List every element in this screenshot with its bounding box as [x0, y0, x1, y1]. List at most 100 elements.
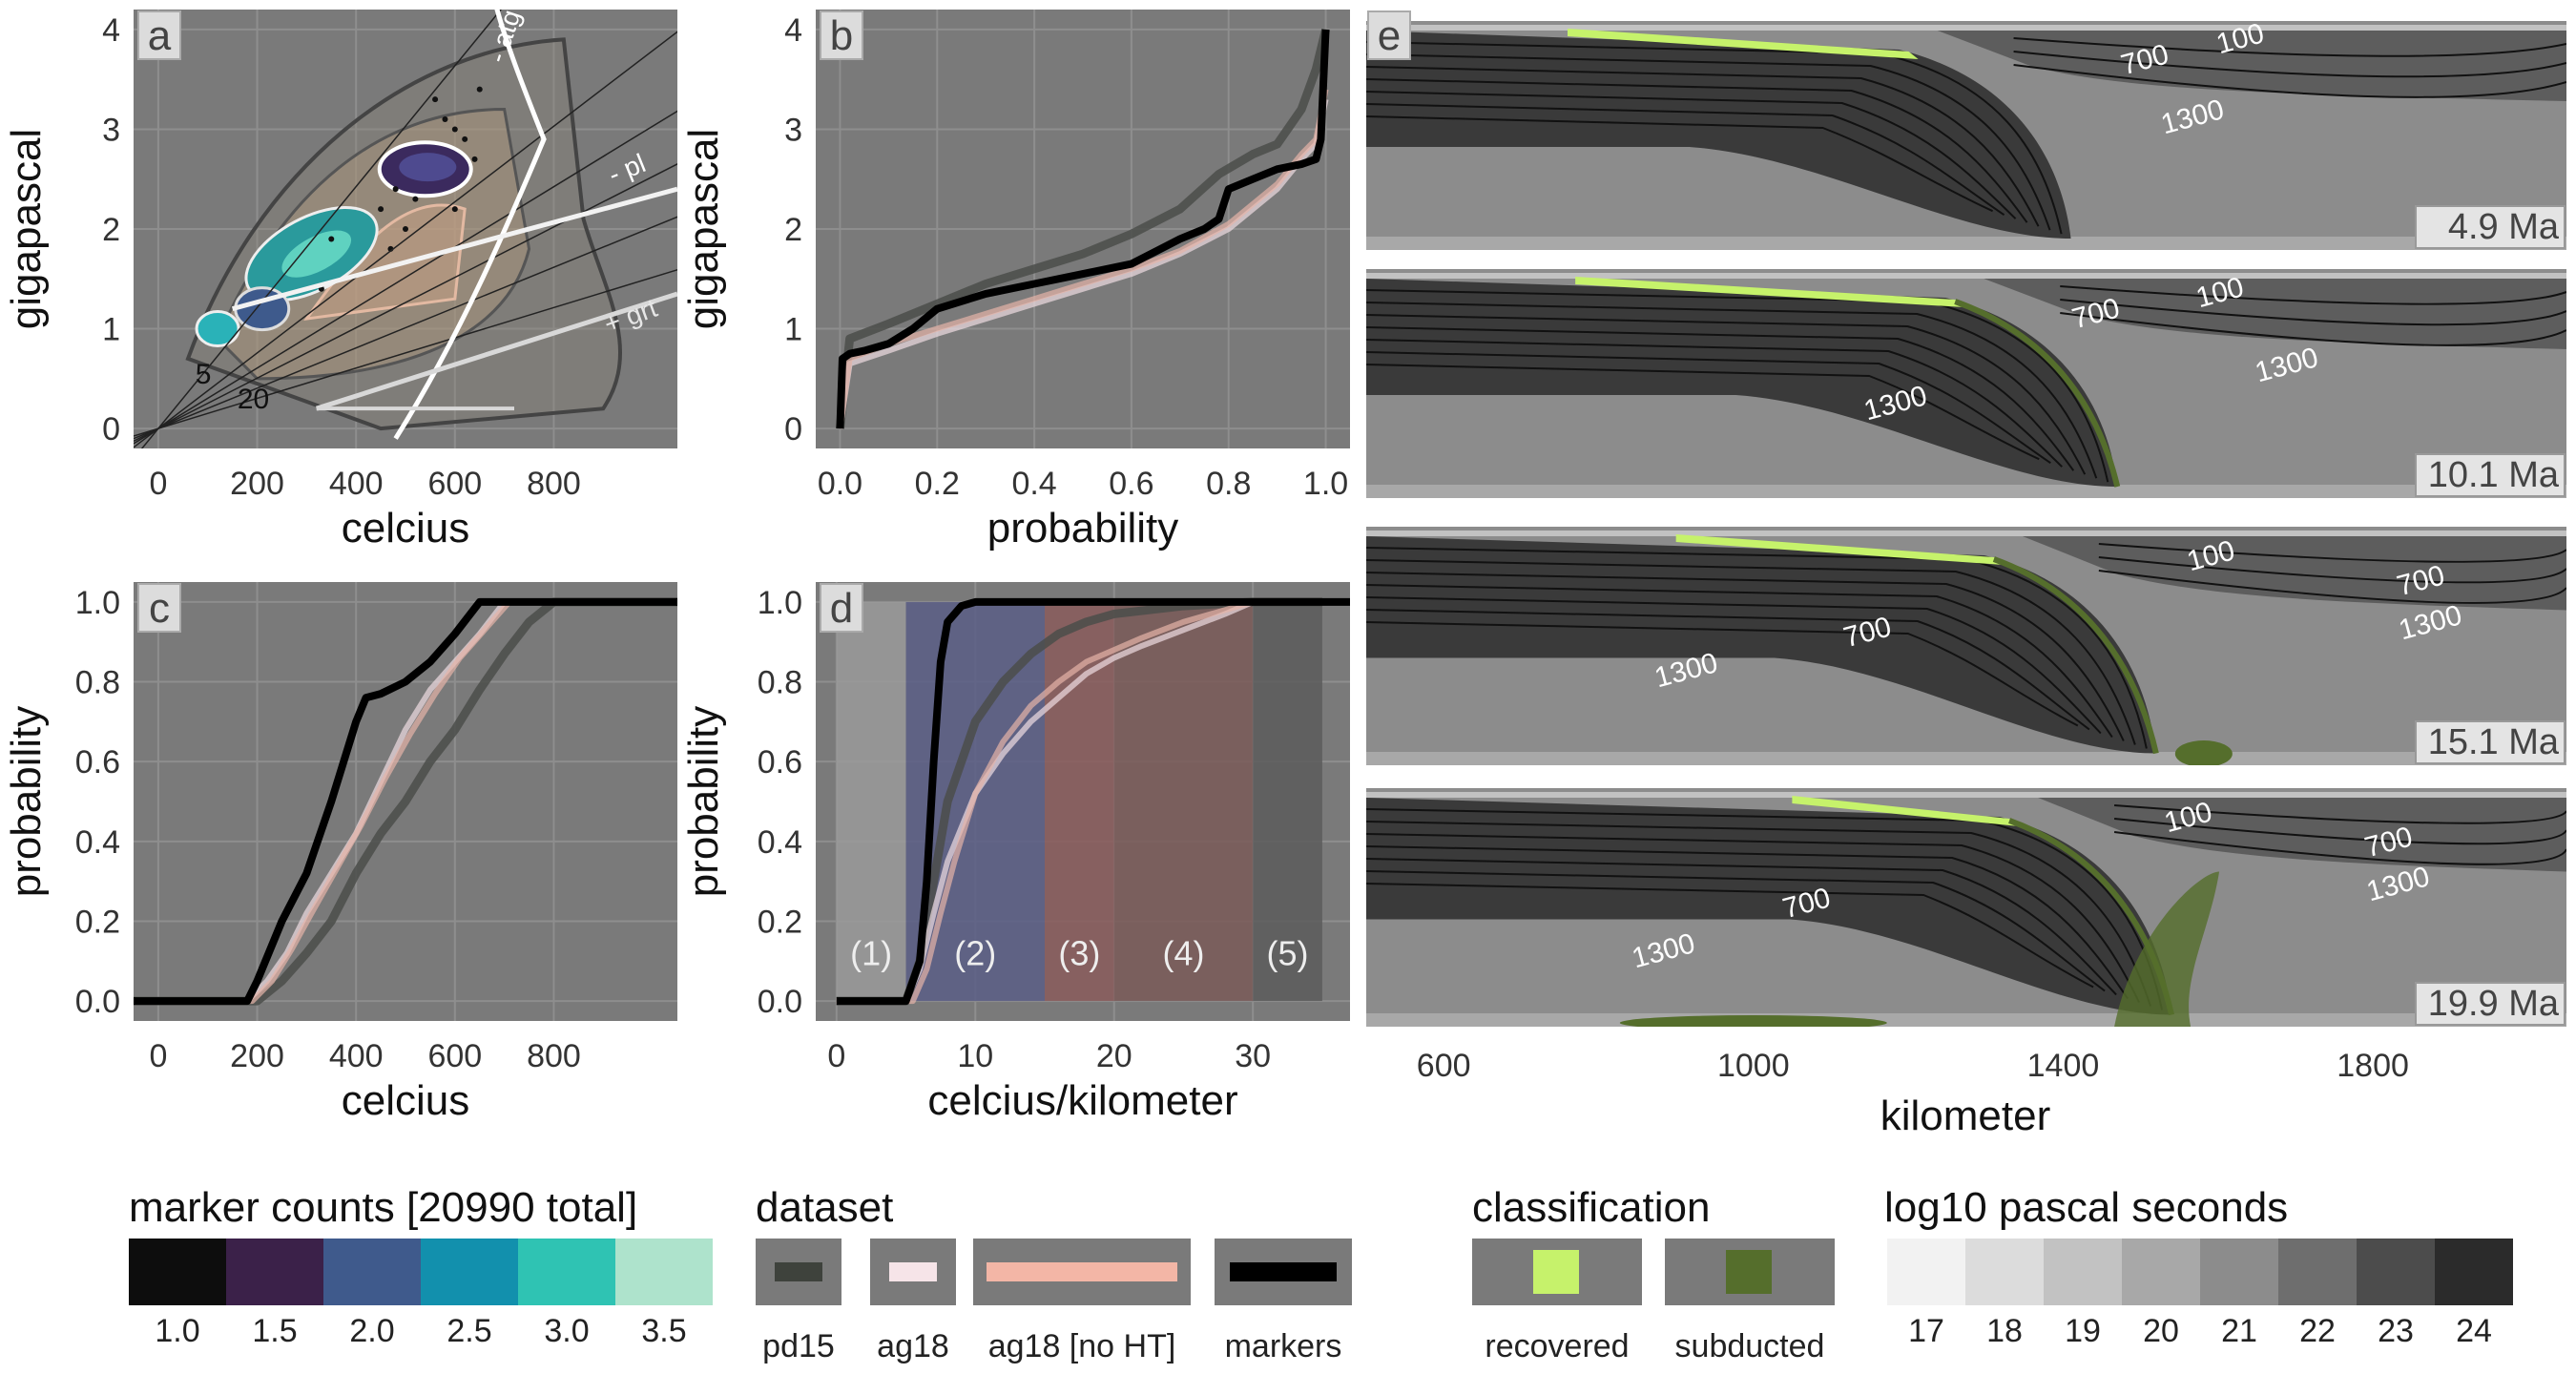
density-contour-inner — [303, 203, 467, 322]
geotherm-line — [134, 216, 677, 440]
series-line-markers — [134, 597, 677, 1006]
isotherm-line — [1366, 326, 2075, 471]
overriding-isotherm — [2113, 831, 2566, 865]
marker-dot — [471, 156, 478, 162]
time-label: 4.9 Ma — [2448, 207, 2560, 247]
panel-letter: d — [820, 583, 863, 633]
marker-count-label: 3.5 — [641, 1313, 686, 1349]
isotherm-line — [1366, 115, 1993, 213]
x-tick-label: 800 — [527, 466, 581, 502]
x-axis-label-e: kilometer — [1880, 1093, 2051, 1139]
panel-letter-text: e — [1378, 12, 1401, 59]
isotherm-line — [1366, 78, 2028, 223]
x-tick-label: 0 — [149, 1038, 167, 1074]
panel-letter-box — [137, 10, 181, 60]
region-label: (1) — [850, 933, 892, 972]
isotherm-line — [1366, 883, 2094, 989]
lower-band — [1366, 1013, 2566, 1027]
viscosity-label: 21 — [2221, 1313, 2257, 1349]
x-tick-label-e: 1000 — [1717, 1048, 1790, 1084]
region-label: (4) — [1162, 933, 1204, 972]
y-tick-label: 0.4 — [758, 824, 802, 861]
region-label: (5) — [1267, 933, 1309, 972]
x-tick-label: 10 — [957, 1038, 993, 1074]
isotherm-line — [1366, 621, 2079, 727]
geotherm-label: 20 — [238, 384, 269, 415]
panel-letter-box — [137, 583, 181, 633]
marker-count-label: 1.5 — [252, 1313, 297, 1349]
x-tick-label: 1.0 — [1303, 466, 1348, 502]
panel-letter-text: a — [148, 12, 172, 59]
isotherm-line — [1366, 584, 2113, 739]
time-label-box — [2415, 205, 2566, 249]
y-axis-label: gigapascal — [680, 129, 727, 329]
panel-letter: c — [137, 583, 181, 633]
series-line-markers — [836, 29, 1330, 429]
marker-count-swatch — [421, 1239, 518, 1305]
x-tick-label: 200 — [230, 1038, 284, 1074]
panel-letter-box — [820, 10, 863, 60]
time-label-box — [2415, 720, 2566, 764]
y-tick-label: 0.4 — [75, 824, 120, 861]
region-label: (3) — [1058, 933, 1100, 972]
series-group — [134, 597, 677, 1006]
surface-band — [1366, 25, 2566, 31]
lower-band — [1366, 752, 2566, 765]
time-label: 10.1 Ma — [2428, 455, 2560, 495]
y-tick-label: 0.8 — [758, 665, 802, 701]
x-axis-label: celcius — [342, 1077, 470, 1124]
panel-letter-box — [1367, 10, 1411, 60]
geotherm-line — [134, 268, 677, 437]
viscosity-label: 18 — [1986, 1313, 2023, 1349]
marker-count-label: 2.0 — [349, 1313, 394, 1349]
panel-c: 0 200 400 600 800 0.0 0.2 0.4 0.6 0.8 1.0 celcius pr… — [3, 582, 677, 1124]
density-peak-core — [281, 230, 352, 278]
y-tick-label: 1.0 — [75, 585, 120, 621]
overriding-plate — [2022, 536, 2566, 611]
y-tick-label: 2 — [784, 212, 802, 248]
y-tick-label: 1 — [784, 312, 802, 348]
subducted-markers — [1992, 556, 2159, 755]
panel-letter-text: c — [149, 585, 170, 632]
surface-band — [1366, 792, 2566, 798]
overriding-plate — [1984, 279, 2566, 349]
x-tick-label: 0.2 — [915, 466, 960, 502]
panel-letter-box — [820, 583, 863, 633]
isotherm-line — [1366, 314, 2087, 475]
marker-dot — [392, 186, 399, 193]
x-tick-label: 0.8 — [1206, 466, 1251, 502]
overriding-isotherm — [2013, 51, 2566, 78]
isotherm-line — [1366, 53, 2051, 231]
panel-letter-text: d — [830, 585, 853, 632]
marker-count-swatch — [615, 1239, 713, 1305]
marker-count-label: 1.0 — [155, 1313, 199, 1349]
panel-letter: a — [137, 10, 181, 60]
isotherm-line — [1366, 858, 2117, 996]
subducted-cluster — [2174, 740, 2233, 765]
series-group — [836, 597, 1350, 1006]
x-tick-label: 0.6 — [1109, 466, 1153, 502]
dataset-label: ag18 — [877, 1328, 949, 1364]
geotherm-line — [134, 163, 677, 442]
density-peak-hp-core — [399, 153, 457, 182]
marker-dot — [432, 96, 439, 103]
y-tick-label: 0.0 — [758, 984, 802, 1020]
legend-title-dataset: dataset — [756, 1184, 893, 1231]
isotherm-line — [1366, 870, 2106, 992]
viscosity-swatch — [2122, 1239, 2200, 1305]
y-tick-label: 0.8 — [75, 665, 120, 701]
y-tick-label: 3 — [102, 112, 120, 148]
x-tick-label-e: 1800 — [2337, 1048, 2409, 1084]
lower-band — [1366, 237, 2566, 250]
y-axis-label: gigapascal — [3, 129, 50, 329]
marker-dot — [403, 226, 408, 232]
isotherm-line — [1366, 572, 2125, 741]
viscosity-swatch — [2044, 1239, 2122, 1305]
y-tick-label: 1.0 — [758, 585, 802, 621]
y-axis-label: probability — [680, 706, 727, 898]
x-tick-label: 400 — [329, 1038, 384, 1074]
recovered-markers — [1575, 277, 1965, 307]
